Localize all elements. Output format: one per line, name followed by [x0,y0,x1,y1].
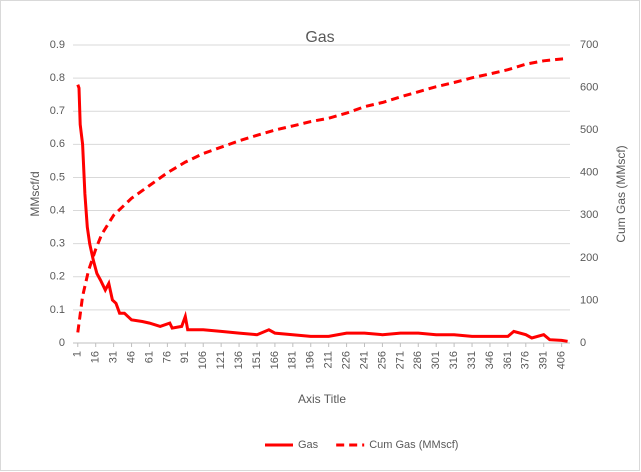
x-tick-label: 406 [556,351,568,369]
x-tick-label: 151 [251,351,263,369]
y2-tick-label: 300 [580,209,598,221]
x-tick-label: 271 [394,351,406,369]
y-tick-label: 0.8 [50,72,65,84]
legend-label: Cum Gas (MMscf) [369,439,458,451]
y2-tick-label: 100 [580,294,598,306]
y2-tick-label: 600 [580,81,598,93]
legend-label: Gas [298,439,319,451]
chart-title: Gas [305,29,334,46]
x-tick-label: 376 [520,351,532,369]
x-axis-title: Axis Title [298,392,346,406]
x-tick-label: 391 [538,351,550,369]
y-tick-label: 0.1 [50,304,65,316]
y-tick-label: 0.6 [50,138,65,150]
x-tick-label: 361 [502,351,514,369]
y-tick-label: 0.3 [50,238,65,250]
y-tick-label: 0.5 [50,171,65,183]
x-tick-label: 166 [269,351,281,369]
x-tick-label: 226 [340,351,352,369]
x-tick-label: 316 [448,351,460,369]
x-tick-label: 256 [376,351,388,369]
x-tick-label: 91 [179,351,191,363]
x-tick-label: 286 [412,351,424,369]
x-tick-label: 31 [108,351,120,363]
y-axis-title: MMscf/d [28,171,42,216]
y2-axis-title: Cum Gas (MMscf) [614,145,628,242]
x-tick-label: 211 [323,351,335,369]
y2-tick-label: 200 [580,252,598,264]
x-tick-label: 106 [197,351,209,369]
x-tick-label: 46 [125,351,137,363]
x-tick-label: 331 [466,351,478,369]
x-tick-label: 136 [233,351,245,369]
x-tick-label: 196 [305,351,317,369]
y-tick-label: 0.2 [50,271,65,283]
x-tick-label: 121 [215,351,227,369]
x-tick-label: 301 [430,351,442,369]
x-tick-label: 181 [287,351,299,369]
x-tick-label: 61 [143,351,155,363]
x-tick-label: 1 [72,351,84,357]
y-tick-label: 0.9 [50,39,65,51]
x-tick-label: 16 [90,351,102,363]
y-tick-label: 0.7 [50,105,65,117]
y2-tick-label: 0 [580,337,586,349]
x-tick-label: 241 [358,351,370,369]
y-tick-label: 0 [59,337,65,349]
x-tick-label: 76 [161,351,173,363]
series-line [76,84,568,343]
y2-tick-label: 500 [580,124,598,136]
y2-tick-label: 400 [580,167,598,179]
y2-tick-label: 700 [580,39,598,51]
y-tick-label: 0.4 [50,204,65,216]
x-tick-label: 346 [484,351,496,369]
